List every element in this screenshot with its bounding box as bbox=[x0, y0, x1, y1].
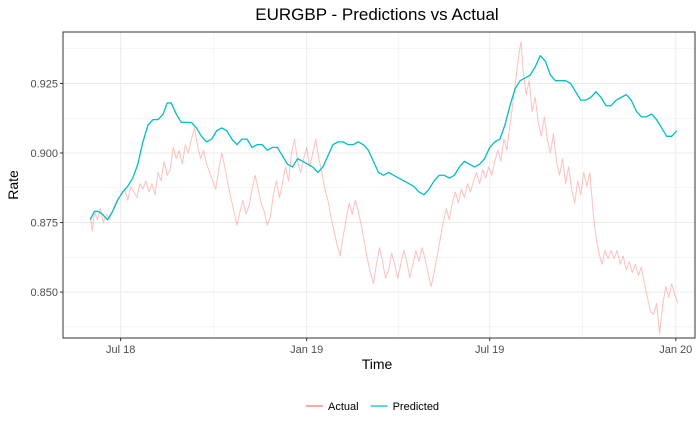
y-axis: 0.850 0.875 0.900 0.925 bbox=[30, 78, 63, 299]
legend-label-predicted: Predicted bbox=[393, 401, 439, 413]
series-layer bbox=[89, 41, 679, 335]
plot-border bbox=[62, 31, 696, 339]
x-axis-title: Time bbox=[362, 356, 393, 372]
series-line-actual bbox=[89, 41, 679, 335]
x-tick-label: Jul 19 bbox=[475, 344, 504, 356]
legend: Actual Predicted bbox=[306, 401, 439, 413]
series-line-predicted bbox=[89, 55, 678, 221]
y-tick-label: 0.850 bbox=[30, 287, 58, 299]
x-tick-label: Jan 19 bbox=[290, 344, 323, 356]
chart-title: EURGBP - Predictions vs Actual bbox=[255, 5, 498, 24]
major-gridlines bbox=[63, 32, 695, 338]
y-tick-label: 0.875 bbox=[30, 218, 58, 230]
x-tick-label: Jan 20 bbox=[659, 344, 692, 356]
x-axis: Jul 18 Jan 19 Jul 19 Jan 20 bbox=[106, 338, 692, 356]
legend-label-actual: Actual bbox=[328, 401, 359, 413]
y-tick-label: 0.925 bbox=[30, 78, 58, 90]
y-axis-title: Rate bbox=[5, 170, 21, 200]
y-tick-label: 0.900 bbox=[30, 148, 58, 160]
x-tick-label: Jul 18 bbox=[106, 344, 135, 356]
